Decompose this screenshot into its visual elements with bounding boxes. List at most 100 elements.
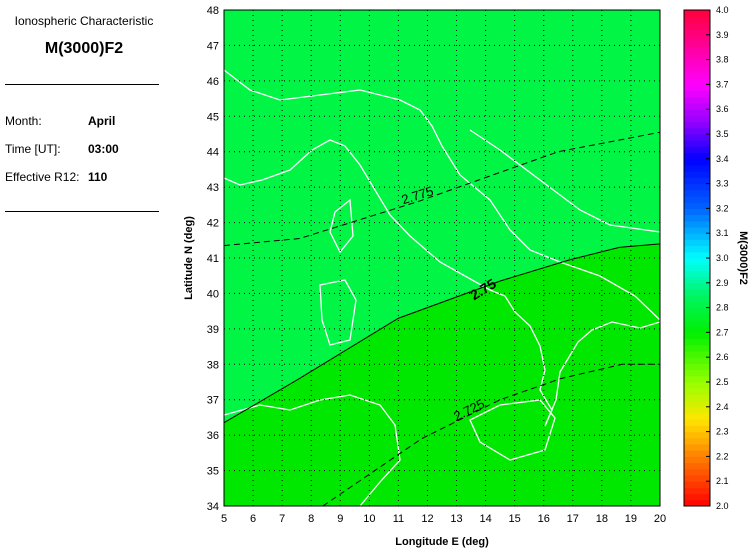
colorbar-swatch	[684, 115, 710, 123]
colorbar-swatch	[684, 344, 710, 352]
colorbar-swatch	[684, 481, 710, 488]
colorbar-swatch	[684, 158, 710, 166]
colorbar-swatch	[684, 295, 710, 302]
colorbar-swatch	[684, 320, 710, 327]
colorbar-swatch	[684, 78, 710, 85]
divider	[5, 211, 159, 212]
time-value: 03:00	[88, 142, 119, 156]
x-tick-label: 17	[567, 513, 579, 525]
y-tick-label: 48	[207, 5, 219, 17]
colorbar-swatch	[684, 171, 710, 178]
colorbar-swatch	[684, 90, 710, 98]
colorbar-swatch	[684, 456, 710, 464]
y-tick-label: 45	[207, 111, 219, 123]
y-tick-label: 37	[207, 395, 219, 407]
colorbar-swatch	[684, 487, 710, 495]
colorbar-tick-label: 2.2	[716, 451, 729, 461]
colorbar-tick-label: 3.4	[716, 154, 729, 164]
colorbar-tick-label: 3.5	[716, 129, 729, 139]
colorbar-swatch	[684, 499, 710, 507]
colorbar-swatch	[684, 208, 710, 216]
month-label: Month:	[5, 114, 42, 128]
colorbar-swatch	[684, 363, 710, 371]
colorbar-swatch	[684, 400, 710, 408]
y-tick-label: 44	[207, 147, 219, 159]
x-tick-label: 9	[337, 513, 343, 525]
colorbar-tick-label: 2.0	[716, 501, 729, 511]
colorbar-swatch	[684, 468, 710, 476]
x-tick-label: 11	[393, 513, 404, 525]
colorbar-swatch	[684, 388, 710, 395]
colorbar-swatch	[684, 289, 710, 296]
colorbar-tick-label: 2.6	[716, 352, 729, 362]
colorbar-tick-label: 2.1	[716, 476, 729, 486]
colorbar-swatch	[684, 338, 710, 346]
colorbar-swatch	[684, 220, 710, 228]
colorbar-swatch	[684, 22, 710, 30]
colorbar-swatch	[684, 233, 710, 240]
colorbar-swatch	[684, 134, 710, 141]
colorbar-swatch	[684, 437, 710, 445]
y-tick-label: 36	[207, 430, 219, 442]
colorbar-swatch	[684, 59, 710, 67]
colorbar-swatch	[684, 140, 710, 147]
colorbar-tick-label: 3.8	[716, 55, 729, 65]
colorbar-tick-label: 4.0	[716, 5, 729, 15]
colorbar-swatch	[684, 313, 710, 321]
x-tick-label: 16	[538, 513, 550, 525]
colorbar-tick-label: 2.9	[716, 278, 729, 288]
colorbar-swatch	[684, 394, 710, 402]
colorbar-swatch	[684, 28, 710, 36]
colorbar-swatch	[684, 53, 710, 61]
colorbar-swatch	[684, 214, 710, 222]
x-tick-label: 20	[654, 513, 666, 525]
colorbar-swatch	[684, 462, 710, 470]
x-tick-label: 8	[308, 513, 314, 525]
x-tick-label: 14	[479, 513, 491, 525]
colorbar-swatch	[684, 301, 710, 309]
colorbar-swatch	[684, 121, 710, 129]
colorbar-swatch	[684, 189, 710, 197]
month-value: April	[88, 114, 116, 128]
y-tick-label: 41	[207, 253, 219, 265]
colorbar-swatch	[684, 16, 710, 23]
colorbar-swatch	[684, 332, 710, 340]
x-tick-label: 6	[250, 513, 256, 525]
colorbar-swatch	[684, 258, 710, 265]
colorbar-swatch	[684, 165, 710, 172]
y-tick-label: 43	[207, 182, 219, 194]
colorbar-swatch	[684, 84, 710, 92]
y-tick-label: 46	[207, 76, 219, 88]
y-tick-label: 42	[207, 218, 219, 230]
colorbar-swatch	[684, 146, 710, 154]
x-axis-label: Longitude E (deg)	[395, 536, 489, 548]
colorbar-swatch	[684, 431, 710, 439]
colorbar-swatch	[684, 177, 710, 185]
x-tick-label: 19	[625, 513, 637, 525]
colorbar-swatch	[684, 34, 710, 42]
fill-region-below	[224, 243, 660, 507]
colorbar-tick-label: 3.7	[716, 79, 729, 89]
characteristic-title: M(3000)F2	[44, 40, 124, 57]
y-tick-label: 40	[207, 288, 219, 300]
contour-line	[223, 131, 661, 247]
colorbar-swatch	[684, 10, 710, 17]
colorbar-tick-label: 2.3	[716, 427, 729, 437]
colorbar-tick-label: 2.8	[716, 303, 729, 313]
colorbar-swatch	[684, 307, 710, 315]
y-tick-label: 47	[207, 40, 219, 52]
colorbar-tick-label: 3.9	[716, 30, 729, 40]
colorbar-tick-label: 3.2	[716, 203, 729, 213]
colorbar-swatch	[684, 103, 710, 110]
colorbar-tick-label: 3.1	[716, 228, 729, 238]
colorbar-swatch	[684, 183, 710, 191]
colorbar-swatch	[684, 72, 710, 79]
x-tick-label: 18	[596, 513, 608, 525]
colorbar-swatch	[684, 475, 710, 482]
colorbar-swatch	[684, 406, 710, 414]
plot-frame	[223, 9, 661, 507]
divider	[5, 84, 159, 85]
contour-line	[322, 363, 660, 507]
colorbar-swatch	[684, 251, 710, 259]
